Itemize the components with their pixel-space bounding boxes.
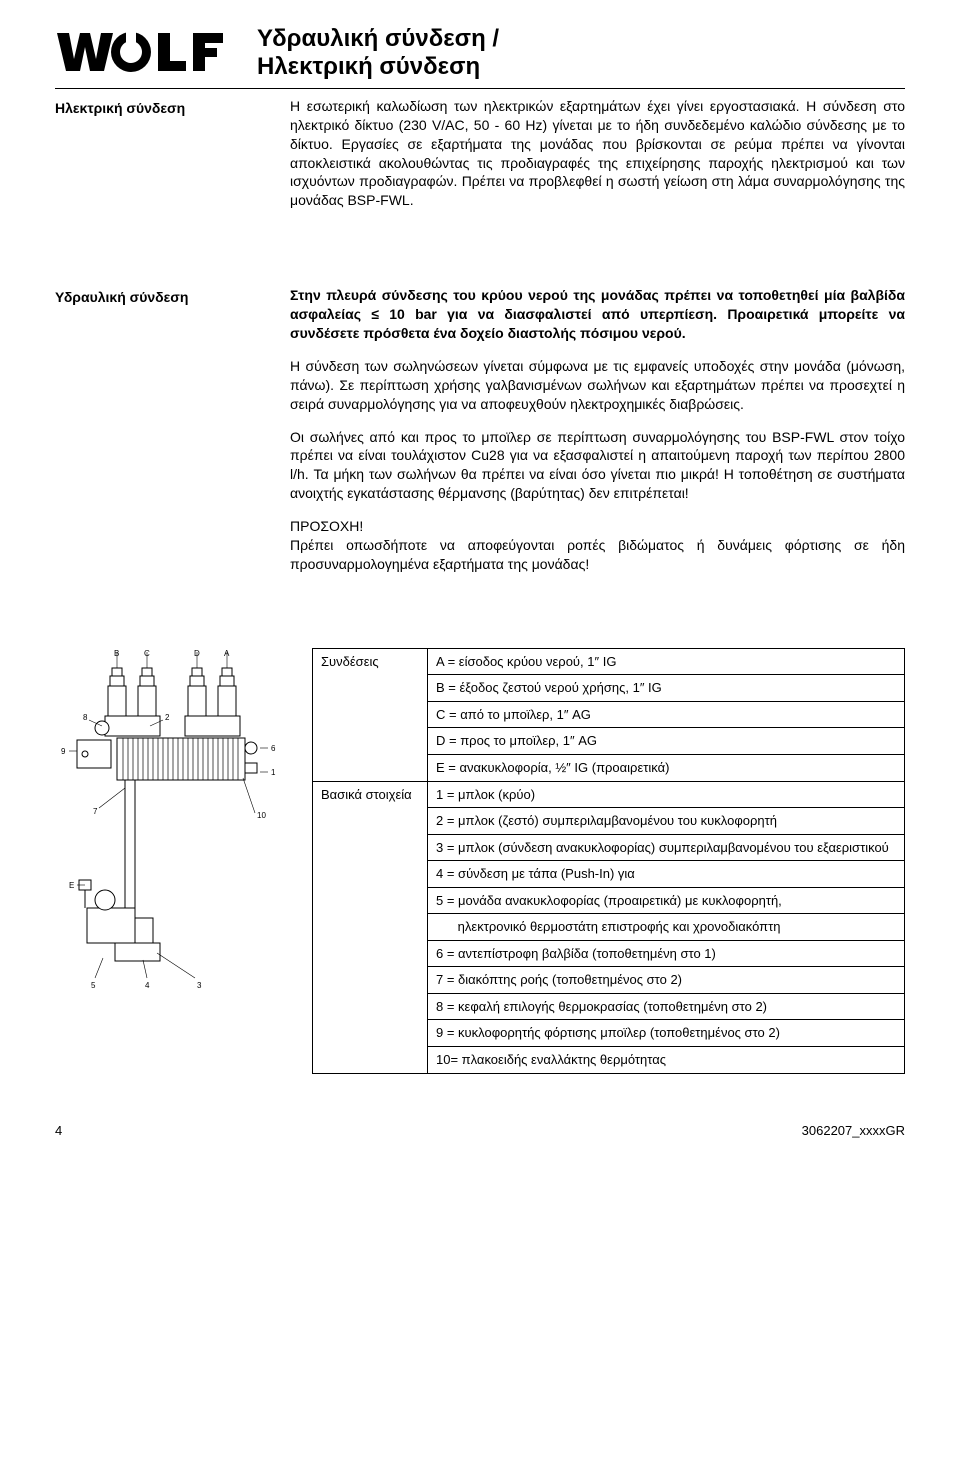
group-cell-1: Συνδέσεις <box>313 648 428 781</box>
brand-logo <box>55 25 227 82</box>
table-cell: 5 = μονάδα ανακυκλοφορίας (προαιρετικά) … <box>428 887 905 914</box>
diag-label-4: 4 <box>145 981 150 990</box>
hydraulic-para2: Η σύνδεση των σωληνώσεων γίνεται σύμφωνα… <box>290 357 905 414</box>
diag-label-A: A <box>224 649 230 658</box>
diag-label-1: 1 <box>271 768 276 777</box>
table-cell: 9 = κυκλοφορητής φόρτισης μποϊλερ (τοποθ… <box>428 1020 905 1047</box>
bottom-block: B C D A 8 2 9 6 1 7 10 E 5 4 3 Συνδέσεις <box>55 648 905 1074</box>
diag-label-8: 8 <box>83 713 88 722</box>
diag-label-10: 10 <box>257 811 266 820</box>
diag-label-D: D <box>194 649 200 658</box>
hydraulic-para4: Πρέπει οπωσδήποτε να αποφεύγονται ροπές … <box>290 536 905 574</box>
diag-label-7: 7 <box>93 807 98 816</box>
table-column: Συνδέσεις A = είσοδος κρύου νερού, 1″ IG… <box>312 648 905 1074</box>
table-cell: E = ανακυκλοφορία, ½″ IG (προαιρετικά) <box>428 755 905 782</box>
legend-table: Συνδέσεις A = είσοδος κρύου νερού, 1″ IG… <box>312 648 905 1074</box>
table-row: Βασικά στοιχεία 1 = μπλοκ (κρύο) <box>313 781 905 808</box>
table-cell: 4 = σύνδεση με τάπα (Push-In) για <box>428 861 905 888</box>
connection-diagram: B C D A 8 2 9 6 1 7 10 E 5 4 3 <box>55 648 290 1008</box>
table-cell: B = έξοδος ζεστού νερού χρήσης, 1″ IG <box>428 675 905 702</box>
page-number: 4 <box>55 1122 62 1140</box>
section-hydraulic: Υδραυλική σύνδεση Στην πλευρά σύνδεσης τ… <box>55 286 905 588</box>
title-line2: Ηλεκτρική σύνδεση <box>257 53 480 80</box>
table-cell: 1 = μπλοκ (κρύο) <box>428 781 905 808</box>
diag-label-2: 2 <box>165 713 170 722</box>
electrical-para1: Η εσωτερική καλωδίωση των ηλεκτρικών εξα… <box>290 97 905 210</box>
page-header: Υδραυλική σύνδεση / Ηλεκτρική σύνδεση <box>55 25 905 89</box>
table-cell: 7 = διακόπτης ροής (τοποθετημένος στο 2) <box>428 967 905 994</box>
group-cell-2: Βασικά στοιχεία <box>313 781 428 1073</box>
section-electrical-label: Ηλεκτρική σύνδεση <box>55 97 260 224</box>
diagram-column: B C D A 8 2 9 6 1 7 10 E 5 4 3 <box>55 648 290 1074</box>
table-cell: 10= πλακοειδής εναλλάκτης θερμότητας <box>428 1047 905 1074</box>
table-cell: C = από το μποϊλερ, 1″ AG <box>428 701 905 728</box>
hydraulic-para1: Στην πλευρά σύνδεσης του κρύου νερού της… <box>290 286 905 343</box>
diag-label-6: 6 <box>271 744 276 753</box>
caution-label: ΠΡΟΣΟΧΗ! <box>290 517 905 536</box>
diag-label-9: 9 <box>61 747 66 756</box>
hydraulic-para3: Οι σωλήνες από και προς το μποϊλερ σε πε… <box>290 428 905 504</box>
page-title: Υδραυλική σύνδεση / Ηλεκτρική σύνδεση <box>257 25 499 80</box>
table-cell: 2 = μπλοκ (ζεστό) συμπεριλαμβανομένου το… <box>428 808 905 835</box>
table-cell: A = είσοδος κρύου νερού, 1″ IG <box>428 648 905 675</box>
diag-label-3: 3 <box>197 981 202 990</box>
diag-label-B: B <box>114 649 119 658</box>
section-hydraulic-label: Υδραυλική σύνδεση <box>55 286 260 588</box>
diag-label-E: E <box>69 881 74 890</box>
title-line1: Υδραυλική σύνδεση / <box>257 25 499 52</box>
table-cell: ηλεκτρονικό θερμοστάτη επιστροφής και χρ… <box>428 914 905 941</box>
table-cell: 3 = μπλοκ (σύνδεση ανακυκλοφορίας) συμπε… <box>428 834 905 861</box>
table-cell: D = προς το μποϊλερ, 1″ AG <box>428 728 905 755</box>
diag-label-C: C <box>144 649 150 658</box>
doc-reference: 3062207_xxxxGR <box>802 1122 905 1140</box>
section-hydraulic-body: Στην πλευρά σύνδεσης του κρύου νερού της… <box>290 286 905 588</box>
section-electrical-body: Η εσωτερική καλωδίωση των ηλεκτρικών εξα… <box>290 97 905 224</box>
page-footer: 4 3062207_xxxxGR <box>55 1122 905 1140</box>
table-row: Συνδέσεις A = είσοδος κρύου νερού, 1″ IG <box>313 648 905 675</box>
table-cell: 8 = κεφαλή επιλογής θερμοκρασίας (τοποθε… <box>428 993 905 1020</box>
diag-label-5: 5 <box>91 981 96 990</box>
section-electrical: Ηλεκτρική σύνδεση Η εσωτερική καλωδίωση … <box>55 97 905 224</box>
table-cell: 6 = αντεπίστροφη βαλβίδα (τοποθετημένη σ… <box>428 940 905 967</box>
